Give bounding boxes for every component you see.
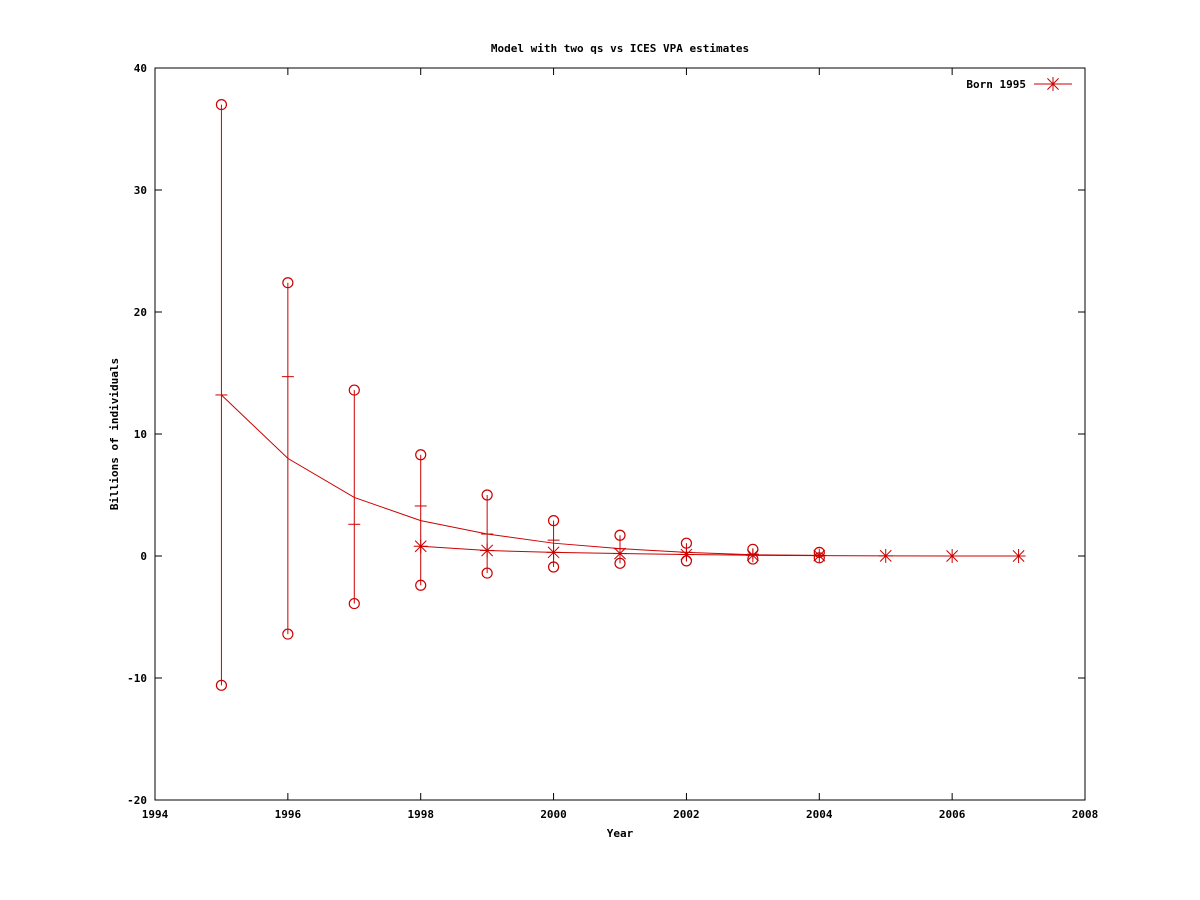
error-bar-low-marker — [415, 579, 427, 591]
error-bar-high-marker — [282, 277, 294, 289]
y-tick-label: -20 — [127, 794, 147, 807]
y-tick-label: 30 — [134, 184, 147, 197]
x-tick-label: 2008 — [1072, 808, 1099, 821]
y-tick-label: 10 — [134, 428, 147, 441]
series-point — [546, 545, 561, 560]
tick-labels: 1994 1996 1998 2000 2002 2004 2006 2008 -20 -10 0 1… — [127, 62, 1098, 821]
error-bar-high-marker — [481, 489, 493, 501]
y-axis-label: Billions of individuals — [108, 358, 121, 510]
x-tick-label: 1996 — [275, 808, 302, 821]
x-tick-label: 1994 — [142, 808, 169, 821]
error-bar-high-marker — [348, 384, 360, 396]
series-point — [480, 543, 495, 558]
legend-label: Born 1995 — [966, 78, 1026, 91]
series-group — [413, 539, 1026, 563]
x-axis-label: Year — [607, 827, 634, 840]
x-tick-label: 2002 — [673, 808, 700, 821]
model-curve-group — [221, 394, 820, 556]
error-bar-low-marker — [348, 597, 360, 610]
y-tick-label: -10 — [127, 672, 147, 685]
axis-ticks — [154, 67, 1086, 801]
legend-sample — [1034, 77, 1072, 91]
error-bar-low-marker — [547, 561, 560, 573]
series-point — [812, 548, 827, 563]
legend: Born 1995 — [966, 77, 1072, 91]
series-point — [1011, 549, 1026, 563]
x-tick-label: 2004 — [806, 808, 833, 821]
error-bar-high-marker — [547, 515, 560, 527]
error-bar-high-marker — [415, 449, 427, 461]
y-tick-label: 0 — [140, 550, 147, 563]
x-tick-label: 2000 — [540, 808, 567, 821]
series-point — [878, 548, 893, 563]
x-tick-label: 1998 — [407, 808, 434, 821]
error-bars — [215, 98, 826, 691]
x-tick-label: 2006 — [939, 808, 966, 821]
y-tick-label: 40 — [134, 62, 147, 75]
series-point — [679, 547, 694, 562]
error-bar-low-marker — [215, 679, 228, 691]
error-bar-high-marker — [215, 98, 228, 111]
series-point — [945, 549, 960, 563]
model-curve — [221, 394, 820, 556]
y-tick-label: 20 — [134, 306, 147, 319]
series-point — [413, 539, 428, 554]
error-bar-low-marker — [282, 628, 294, 640]
legend-marker — [1046, 77, 1060, 91]
series-point — [745, 548, 760, 563]
plot-frame — [154, 67, 1086, 801]
series-line — [420, 545, 1019, 557]
chart-title: Model with two qs vs ICES VPA estimates — [491, 42, 749, 55]
error-bar-low-marker — [481, 567, 493, 579]
error-bar-high-marker — [614, 529, 626, 541]
series-point — [613, 546, 627, 561]
